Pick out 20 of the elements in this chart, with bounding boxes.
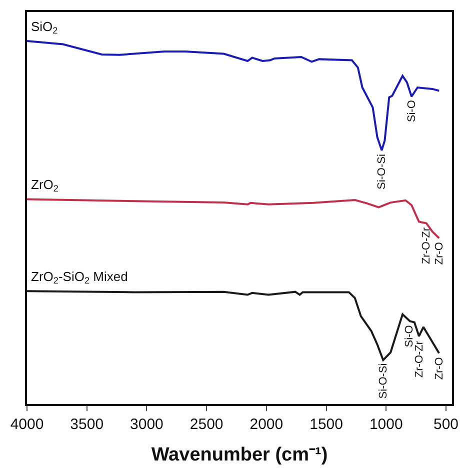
annotation: Si-O [404,324,416,348]
annotation: Zr-O [433,356,446,380]
x-tick-label: 3500 [70,416,104,433]
annotation: Zr-O-Zr [420,227,433,264]
x-tick-label: 1500 [310,416,343,433]
x-tick-label: 500 [433,416,459,433]
series-label: ZrO$_{2}$ [31,177,58,194]
annotation: Si-O [406,100,418,122]
x-tick-label: 4000 [10,416,44,433]
x-tick-label: 2000 [250,416,284,433]
series-label: SiO$_{2}$ [31,19,58,36]
annotation: Zr-O-Zr [413,340,426,378]
x-tick-label: 2500 [190,416,224,433]
annotation: Zr-O [433,242,446,265]
x-tick-label: 1000 [369,416,403,433]
annotation: Si-O-Si [378,363,390,399]
annotation: Si-O-Si [376,154,388,190]
x-tick-label: 3000 [130,416,164,433]
series-label: ZrO$_{2}$-SiO$_{2}$ Mixed [31,269,128,286]
x-axis-title: Wavenumber (cm⁻¹) [151,444,328,466]
